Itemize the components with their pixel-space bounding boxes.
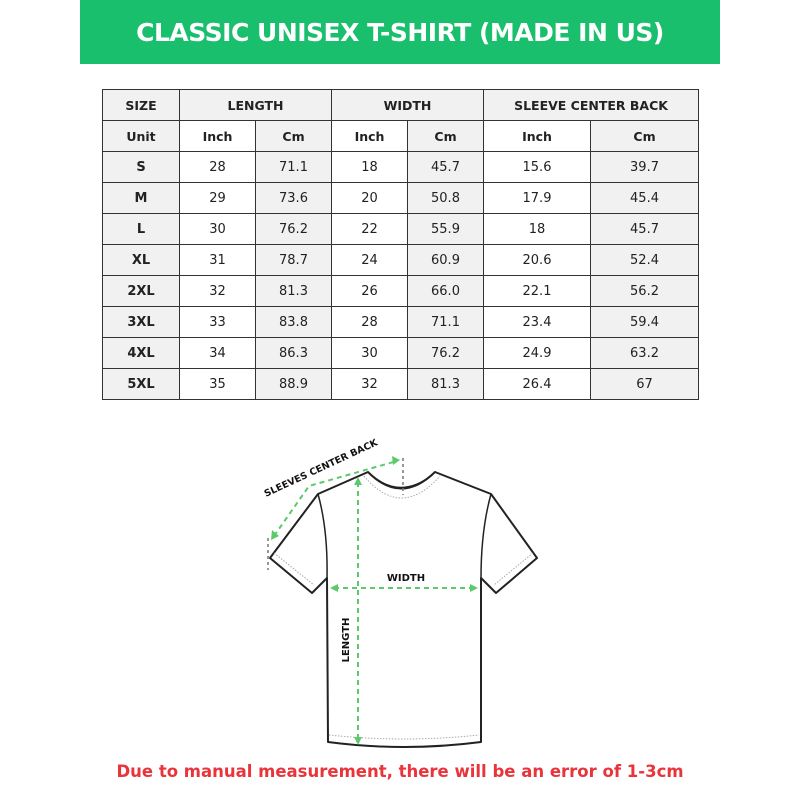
value-cell: 78.7 — [255, 244, 332, 276]
reference-lines — [267, 458, 404, 570]
unit-cell: Inch — [483, 120, 591, 152]
table-row: 4XL 34 86.3 30 76.2 24.9 63.2 — [102, 337, 700, 369]
value-cell: 22.1 — [483, 275, 591, 307]
length-label: LENGTH — [341, 618, 352, 663]
size-cell: 5XL — [102, 368, 180, 400]
seam-lines — [273, 475, 534, 740]
header-size: SIZE — [102, 89, 180, 121]
value-cell: 76.2 — [255, 213, 332, 245]
value-cell: 86.3 — [255, 337, 332, 369]
size-cell: 3XL — [102, 306, 180, 338]
header-length: LENGTH — [179, 89, 332, 121]
size-cell: XL — [102, 244, 180, 276]
value-cell: 32 — [331, 368, 408, 400]
value-cell: 45.7 — [589, 213, 700, 245]
value-cell: 31 — [179, 244, 256, 276]
sleeve-arrow — [273, 460, 398, 537]
unit-cell: Cm — [255, 120, 332, 152]
value-cell: 71.1 — [407, 306, 484, 338]
value-cell: 34 — [179, 337, 256, 369]
unit-cell: Inch — [331, 120, 408, 152]
tshirt-outline — [269, 471, 538, 748]
header-width: WIDTH — [331, 89, 484, 121]
table-row: XL 31 78.7 24 60.9 20.6 52.4 — [102, 244, 700, 276]
value-cell: 28 — [331, 306, 408, 338]
title-banner: CLASSIC UNISEX T-SHIRT (MADE IN US) — [80, 0, 720, 64]
value-cell: 59.4 — [589, 306, 700, 338]
unit-label: Unit — [102, 120, 180, 152]
value-cell: 76.2 — [407, 337, 484, 369]
value-cell: 29 — [179, 182, 256, 214]
value-cell: 81.3 — [407, 368, 484, 400]
size-cell: 4XL — [102, 337, 180, 369]
value-cell: 26.4 — [483, 368, 591, 400]
value-cell: 32 — [179, 275, 256, 307]
value-cell: 18 — [483, 213, 591, 245]
value-cell: 55.9 — [407, 213, 484, 245]
value-cell: 20 — [331, 182, 408, 214]
header-sleeve: SLEEVE CENTER BACK — [482, 89, 700, 121]
value-cell: 73.6 — [255, 182, 332, 214]
value-cell: 45.4 — [589, 182, 700, 214]
value-cell: 88.9 — [255, 368, 332, 400]
value-cell: 30 — [179, 213, 256, 245]
value-cell: 45.7 — [407, 151, 484, 183]
size-table: SIZE LENGTH WIDTH SLEEVE CENTER BACK Uni… — [102, 89, 700, 400]
value-cell: 66.0 — [407, 275, 484, 307]
unit-cell: Cm — [407, 120, 484, 152]
value-cell: 35 — [179, 368, 256, 400]
value-cell: 60.9 — [407, 244, 484, 276]
unit-cell: Inch — [179, 120, 256, 152]
unit-row: Unit Inch Cm Inch Cm Inch Cm — [102, 120, 700, 152]
width-label: WIDTH — [387, 573, 425, 584]
value-cell: 83.8 — [255, 306, 332, 338]
value-cell: 30 — [331, 337, 408, 369]
value-cell: 81.3 — [255, 275, 332, 307]
value-cell: 22 — [331, 213, 408, 245]
arrow-heads — [271, 456, 478, 745]
value-cell: 67 — [589, 368, 700, 400]
table-row: 5XL 35 88.9 32 81.3 26.4 67 — [102, 368, 700, 400]
size-cell: L — [102, 213, 180, 245]
unit-cell: Cm — [589, 120, 700, 152]
value-cell: 18 — [331, 151, 408, 183]
table-row: 3XL 33 83.8 28 71.1 23.4 59.4 — [102, 306, 700, 338]
value-cell: 50.8 — [407, 182, 484, 214]
header-row: SIZE LENGTH WIDTH SLEEVE CENTER BACK — [102, 89, 700, 121]
value-cell: 63.2 — [589, 337, 700, 369]
measurement-note: Due to manual measurement, there will be… — [116, 762, 684, 781]
page-title: CLASSIC UNISEX T-SHIRT (MADE IN US) — [136, 17, 664, 47]
value-cell: 56.2 — [589, 275, 700, 307]
value-cell: 24.9 — [483, 337, 591, 369]
table-row: L 30 76.2 22 55.9 18 45.7 — [102, 213, 700, 245]
